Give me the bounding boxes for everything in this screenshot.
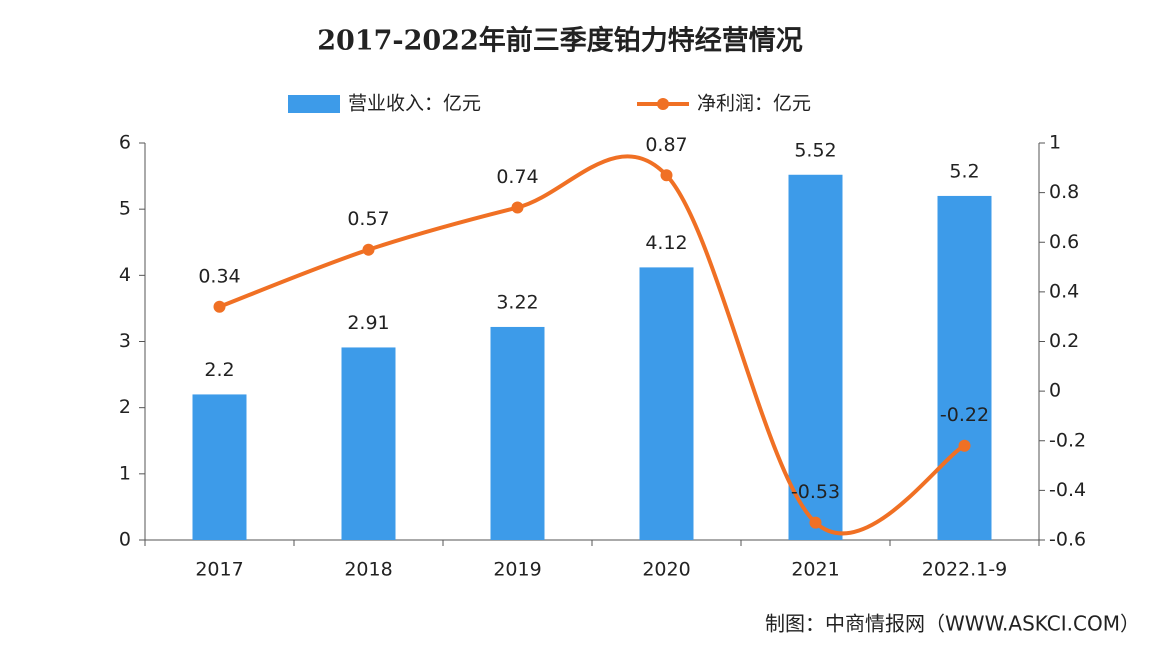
line-value-label: 0.74 bbox=[496, 166, 538, 188]
line-value-label: -0.53 bbox=[791, 481, 840, 503]
line-point bbox=[958, 439, 971, 452]
bar bbox=[192, 394, 247, 540]
bar bbox=[341, 347, 396, 540]
line-point bbox=[362, 243, 375, 256]
line-value-label: 0.57 bbox=[347, 208, 389, 230]
line-value-label: 0.87 bbox=[645, 134, 687, 156]
bar-value-label: 4.12 bbox=[645, 232, 687, 254]
bar-value-label: 2.2 bbox=[204, 359, 234, 381]
y-tick-label: 5 bbox=[119, 198, 131, 220]
legend-swatch bbox=[288, 95, 340, 113]
line-point bbox=[213, 300, 226, 313]
y-tick-label: 4 bbox=[119, 264, 131, 286]
x-tick-label: 2017 bbox=[195, 559, 243, 581]
bar-value-label: 3.22 bbox=[496, 291, 538, 313]
x-tick-label: 2019 bbox=[493, 559, 541, 581]
y-tick-label: 3 bbox=[119, 330, 131, 352]
y2-tick-label: 0.4 bbox=[1049, 280, 1079, 302]
line-value-label: 0.34 bbox=[198, 265, 240, 287]
y2-tick-label: -0.2 bbox=[1049, 429, 1086, 451]
legend-swatch bbox=[657, 98, 669, 110]
bar-value-label: 5.2 bbox=[949, 160, 979, 182]
y2-tick-label: -0.6 bbox=[1049, 529, 1086, 551]
bar bbox=[639, 267, 694, 540]
y-tick-label: 1 bbox=[119, 462, 131, 484]
y2-tick-label: -0.4 bbox=[1049, 479, 1086, 501]
y-tick-label: 2 bbox=[119, 396, 131, 418]
bar-value-label: 2.91 bbox=[347, 312, 389, 334]
y-tick-label: 6 bbox=[119, 132, 131, 154]
chart-title: 2017-2022年前三季度铂力特经营情况 bbox=[317, 25, 803, 57]
x-tick-label: 2018 bbox=[344, 559, 392, 581]
line-point bbox=[809, 516, 822, 529]
y2-tick-label: 0.8 bbox=[1049, 181, 1079, 203]
y2-tick-label: 1 bbox=[1049, 132, 1061, 154]
legend-label: 营业收入：亿元 bbox=[348, 93, 481, 115]
bar bbox=[788, 174, 843, 540]
x-tick-label: 2022.1-9 bbox=[922, 559, 1007, 581]
bar-value-label: 5.52 bbox=[794, 139, 836, 161]
y2-tick-label: 0 bbox=[1049, 380, 1061, 402]
y-tick-label: 0 bbox=[119, 529, 131, 551]
x-tick-label: 2021 bbox=[791, 559, 839, 581]
source: 制图：中商情报网（WWW.ASKCI.COM） bbox=[765, 612, 1140, 636]
x-tick-label: 2020 bbox=[642, 559, 690, 581]
bar bbox=[490, 326, 545, 540]
bar bbox=[937, 195, 992, 540]
line-value-label: -0.22 bbox=[940, 404, 989, 426]
y2-tick-label: 0.2 bbox=[1049, 330, 1079, 352]
legend-label: 净利润：亿元 bbox=[697, 93, 811, 115]
line-point bbox=[511, 201, 524, 214]
y2-tick-label: 0.6 bbox=[1049, 231, 1079, 253]
line-point bbox=[660, 169, 673, 182]
